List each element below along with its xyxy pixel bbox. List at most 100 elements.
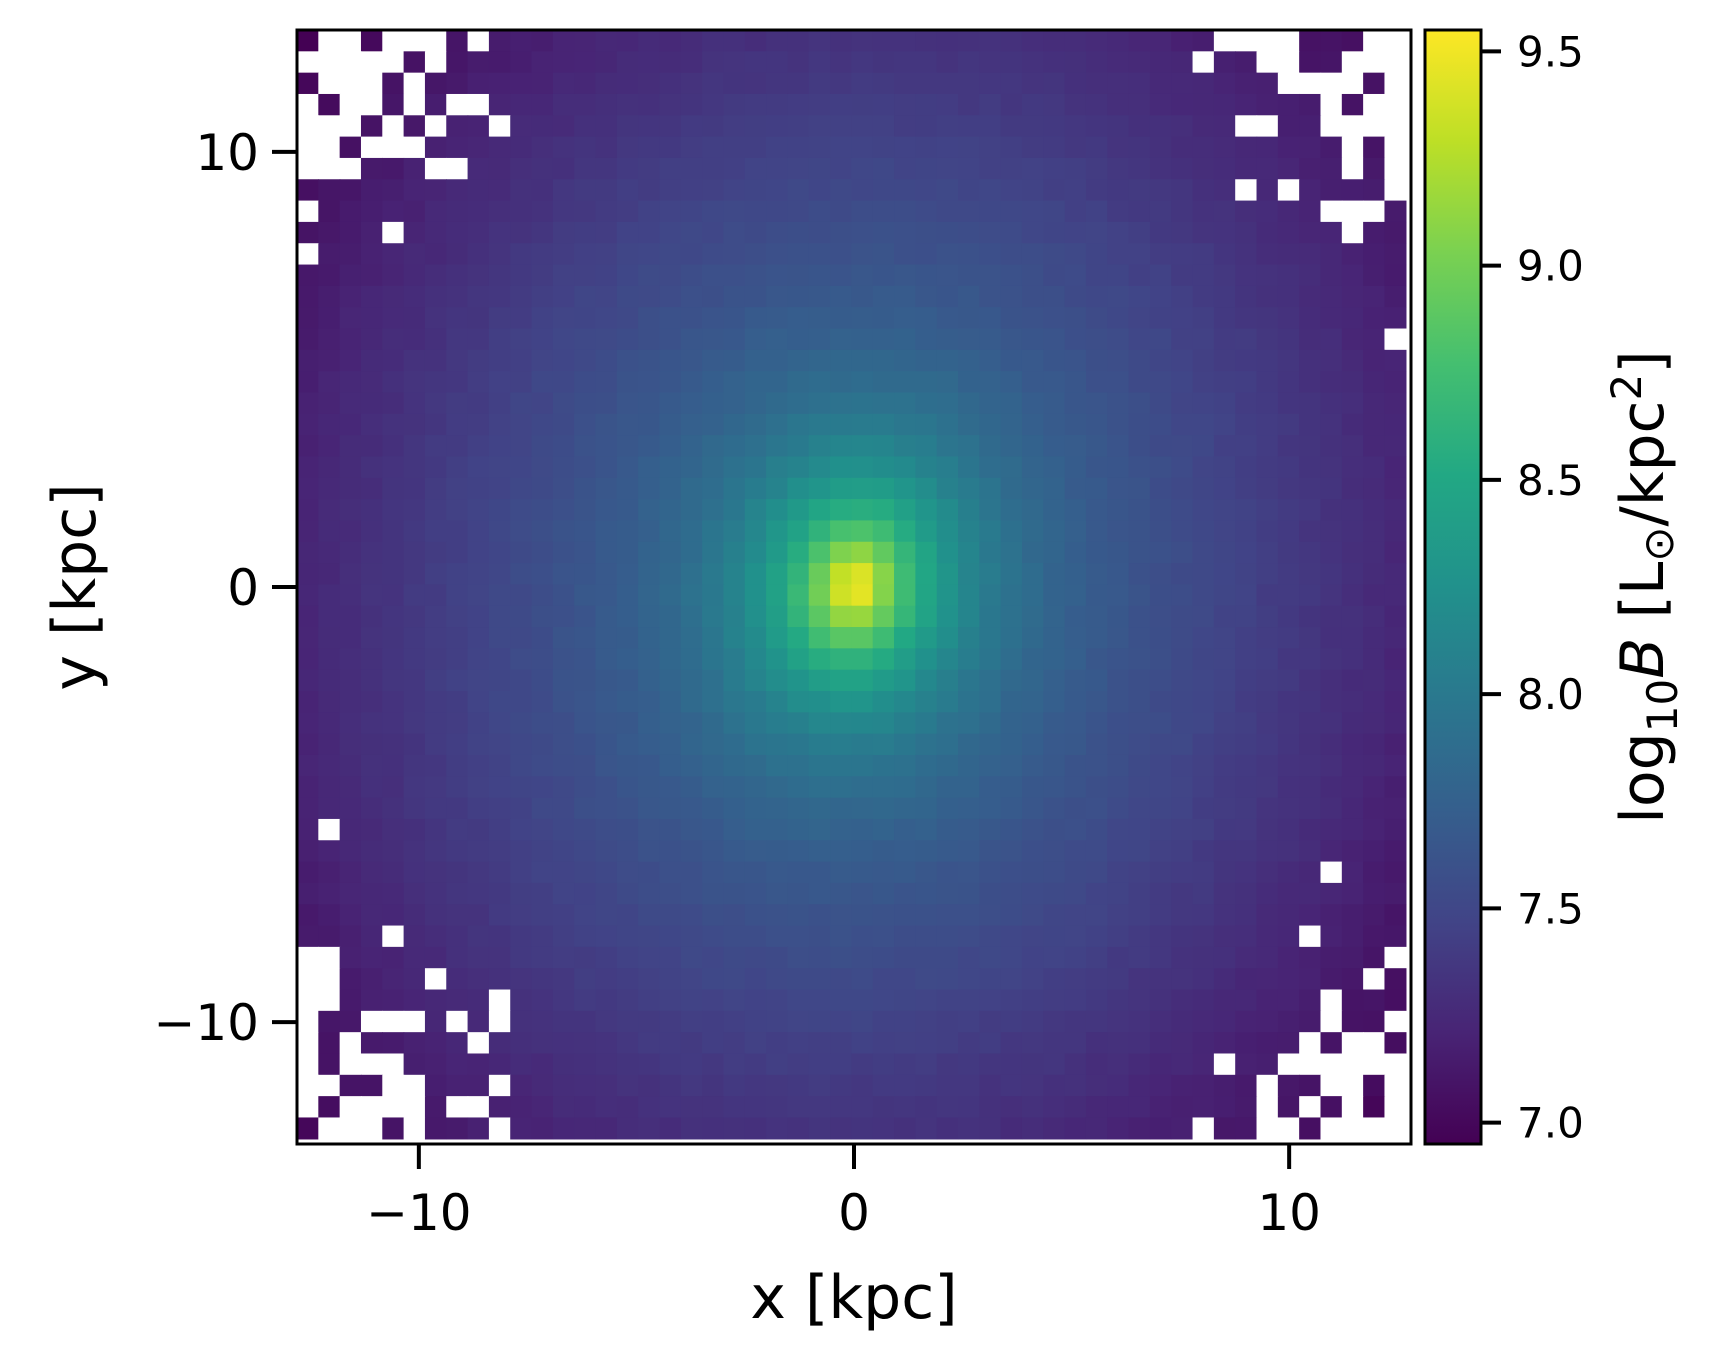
heatmap-cell (936, 285, 959, 308)
heatmap-cell (851, 584, 874, 607)
heatmap-cell (894, 541, 917, 564)
heatmap-cell (360, 499, 383, 522)
heatmap-cell (1149, 243, 1172, 266)
heatmap-cell (616, 1074, 639, 1097)
heatmap-cell (872, 499, 895, 522)
heatmap-cell (680, 1117, 703, 1140)
heatmap-cell (787, 328, 810, 351)
heatmap-cell (1085, 627, 1108, 650)
heatmap-cell (702, 51, 725, 74)
heatmap-cell (680, 93, 703, 116)
heatmap-cell (808, 136, 831, 159)
heatmap-cell (979, 30, 1002, 53)
heatmap-cell (318, 1074, 341, 1097)
heatmap-cell (1320, 243, 1343, 266)
heatmap-cell (318, 1010, 341, 1033)
heatmap-cell (1299, 925, 1322, 948)
heatmap-cell (552, 51, 575, 74)
heatmap-cell (680, 371, 703, 394)
heatmap-cell (360, 563, 383, 586)
heatmap-cell (1341, 477, 1364, 500)
heatmap-cell (360, 456, 383, 479)
heatmap-cell (424, 627, 447, 650)
heatmap-cell (979, 669, 1002, 692)
heatmap-cell (851, 968, 874, 991)
heatmap-cell (808, 669, 831, 692)
heatmap-cell (1299, 648, 1322, 671)
heatmap-cell (1149, 818, 1172, 841)
heatmap-cell (723, 925, 746, 948)
heatmap-cell (851, 328, 874, 351)
heatmap-cell (1320, 221, 1343, 244)
heatmap-cell (1320, 904, 1343, 927)
heatmap-cell (1192, 243, 1215, 266)
heatmap-cell (915, 840, 938, 863)
heatmap-cell (894, 200, 917, 223)
heatmap-cell (1256, 30, 1279, 53)
heatmap-cell (360, 520, 383, 543)
heatmap-cell (1064, 754, 1087, 777)
heatmap-cell (1299, 136, 1322, 159)
heatmap-cell (979, 1010, 1002, 1033)
heatmap-cell (1341, 712, 1364, 735)
heatmap-cell (659, 776, 682, 799)
heatmap-cell (787, 691, 810, 714)
heatmap-cell (1064, 840, 1087, 863)
heatmap-cell (936, 712, 959, 735)
heatmap-cell (446, 179, 469, 202)
heatmap-cell (403, 179, 426, 202)
heatmap-cell (1341, 627, 1364, 650)
heatmap-cell (552, 584, 575, 607)
heatmap-cell (616, 221, 639, 244)
heatmap-cell (424, 136, 447, 159)
heatmap-cell (659, 840, 682, 863)
heatmap-cell (1000, 648, 1023, 671)
heatmap-cell (894, 51, 917, 74)
heatmap-cell (1043, 712, 1066, 735)
heatmap-cell (1043, 115, 1066, 138)
heatmap-cell (1000, 51, 1023, 74)
heatmap-cell (1213, 1074, 1236, 1097)
heatmap-cell (1299, 243, 1322, 266)
heatmap-cell (702, 456, 725, 479)
heatmap-cell (574, 221, 597, 244)
heatmap-cell (488, 520, 511, 543)
heatmap-cell (638, 1010, 661, 1033)
heatmap-cell (638, 1117, 661, 1140)
heatmap-cell (382, 93, 405, 116)
heatmap-cell (894, 264, 917, 287)
heatmap-cell (510, 243, 533, 266)
heatmap-cell (1085, 51, 1108, 74)
heatmap-cell (1299, 456, 1322, 479)
heatmap-cell (510, 968, 533, 991)
heatmap-cell (830, 307, 853, 330)
heatmap-cell (1320, 520, 1343, 543)
heatmap-cell (638, 72, 661, 95)
heatmap-cell (488, 627, 511, 650)
heatmap-cell (1107, 925, 1130, 948)
heatmap-cell (403, 1074, 426, 1097)
heatmap-cell (915, 349, 938, 372)
heatmap-cell (766, 1010, 789, 1033)
heatmap-cell (958, 1053, 981, 1076)
heatmap-cell (595, 968, 618, 991)
heatmap-cell (744, 72, 767, 95)
heatmap-cell (1277, 776, 1300, 799)
heatmap-cell (1277, 115, 1300, 138)
heatmap-cell (531, 989, 554, 1012)
heatmap-cell (1277, 328, 1300, 351)
heatmap-cell (958, 712, 981, 735)
heatmap-cell (787, 925, 810, 948)
heatmap-cell (510, 1032, 533, 1055)
heatmap-cell (979, 1074, 1002, 1097)
heatmap-cell (680, 754, 703, 777)
heatmap-cell (297, 1032, 320, 1055)
heatmap-cell (1341, 818, 1364, 841)
heatmap-cell (531, 1096, 554, 1119)
heatmap-cell (1277, 563, 1300, 586)
heatmap-cell (360, 1010, 383, 1033)
heatmap-cell (531, 392, 554, 415)
heatmap-cell (1213, 648, 1236, 671)
heatmap-cell (1277, 818, 1300, 841)
heatmap-cell (616, 605, 639, 628)
